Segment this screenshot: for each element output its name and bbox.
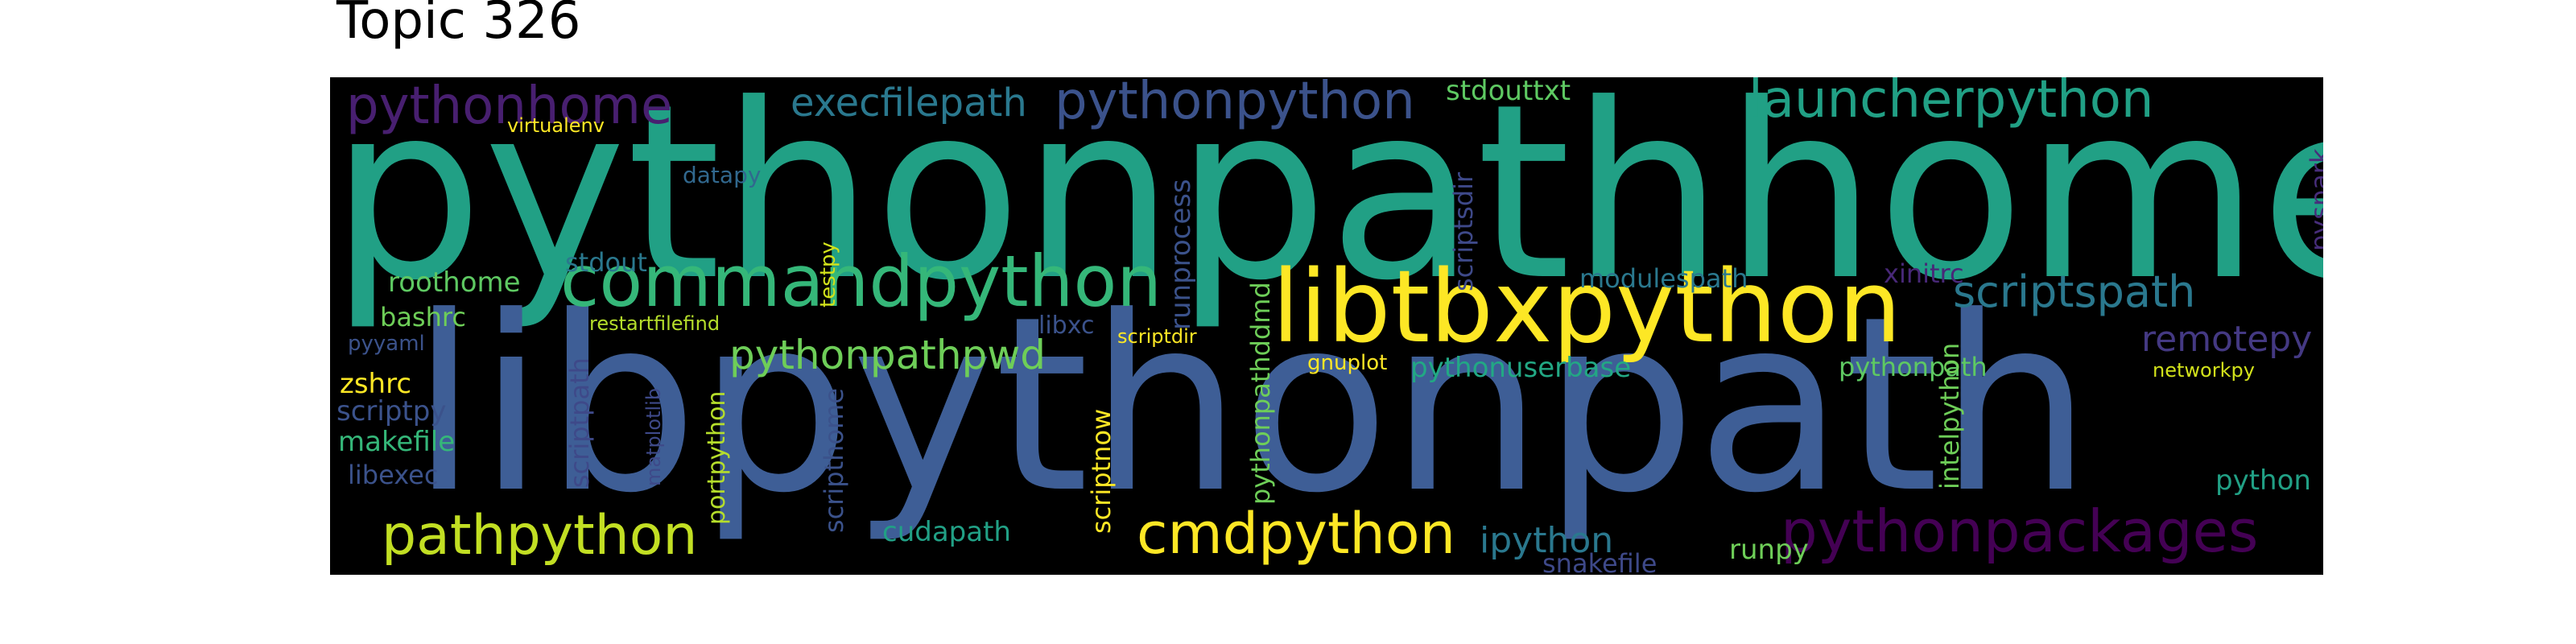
cloud-word: runpy bbox=[1729, 534, 1809, 566]
cloud-word: scriptsdir bbox=[1448, 172, 1479, 292]
word-cloud-canvas: pythonpathhome libpythonpath libtbxpython c… bbox=[330, 77, 2323, 575]
cloud-word: runprocess bbox=[1165, 179, 1197, 330]
cloud-word: stdouttxt bbox=[1446, 77, 1571, 107]
cloud-word: modulespath bbox=[1579, 263, 1748, 294]
cloud-word: scriptdir bbox=[1117, 325, 1197, 348]
cloud-word: pythonpackages bbox=[1781, 497, 2259, 565]
cloud-word: pythonpathpwd bbox=[729, 332, 1046, 378]
cloud-word: intelpython bbox=[1934, 343, 1965, 490]
cloud-word: makefile bbox=[338, 426, 456, 458]
cloud-word: libxc bbox=[1038, 312, 1095, 340]
cloud-word: pythonhome bbox=[346, 77, 673, 136]
cloud-word: networkpy bbox=[2153, 359, 2255, 382]
cloud-word: gnuplot bbox=[1307, 351, 1388, 375]
cloud-word: scriptpath bbox=[564, 357, 595, 488]
cloud-word: pythonpath bbox=[1839, 352, 1988, 382]
cloud-word: datapy bbox=[683, 162, 762, 188]
cloud-word: zshrc bbox=[340, 368, 412, 400]
cloud-word: pythonuserbase bbox=[1410, 352, 1632, 384]
cloud-word: cmdpython bbox=[1137, 501, 1455, 567]
cloud-word: launcherpython bbox=[1748, 77, 2154, 130]
cloud-word: testpy bbox=[816, 242, 840, 308]
cloud-word: roothome bbox=[388, 266, 521, 299]
cloud-word: scriptspath bbox=[1953, 266, 2196, 317]
cloud-word: libtbxpython bbox=[1272, 250, 1902, 365]
cloud-word: python bbox=[2215, 464, 2311, 497]
cloud-word: libexec bbox=[348, 460, 439, 490]
cloud-word: ipython bbox=[1480, 520, 1614, 561]
cloud-word: pathpython bbox=[382, 504, 698, 568]
cloud-word: matplotlib bbox=[642, 388, 665, 487]
cloud-word: virtualenv bbox=[507, 114, 605, 137]
cloud-word: xinitrc bbox=[1884, 258, 1964, 289]
cloud-word: scriptpy bbox=[336, 395, 447, 427]
cloud-word: pyyaml bbox=[348, 332, 425, 356]
cloud-word: scriptnow bbox=[1086, 409, 1117, 535]
cloud-word: remotepy bbox=[2141, 319, 2313, 360]
cloud-word: pythonpathhome bbox=[330, 77, 2323, 333]
cloud-word: scripthome bbox=[819, 388, 849, 533]
cloud-word: pythonpathddmd bbox=[1245, 282, 1276, 505]
cloud-word: pyspark bbox=[2305, 148, 2323, 251]
cloud-word: commandpython bbox=[560, 240, 1162, 323]
cloud-word: pythonpython bbox=[1055, 77, 1415, 131]
cloud-word: portpython bbox=[703, 391, 731, 526]
cloud-word: stdout bbox=[565, 247, 647, 278]
cloud-word: execfilepath bbox=[791, 80, 1027, 126]
cloud-word: bashrc bbox=[380, 302, 466, 332]
figure-title: Topic 326 bbox=[336, 0, 581, 51]
cloud-word: cudapath bbox=[882, 516, 1011, 548]
cloud-word: libpythonpath bbox=[411, 265, 2092, 546]
cloud-word: snakefile bbox=[1542, 548, 1657, 575]
cloud-word: restartfilefind bbox=[589, 312, 720, 335]
